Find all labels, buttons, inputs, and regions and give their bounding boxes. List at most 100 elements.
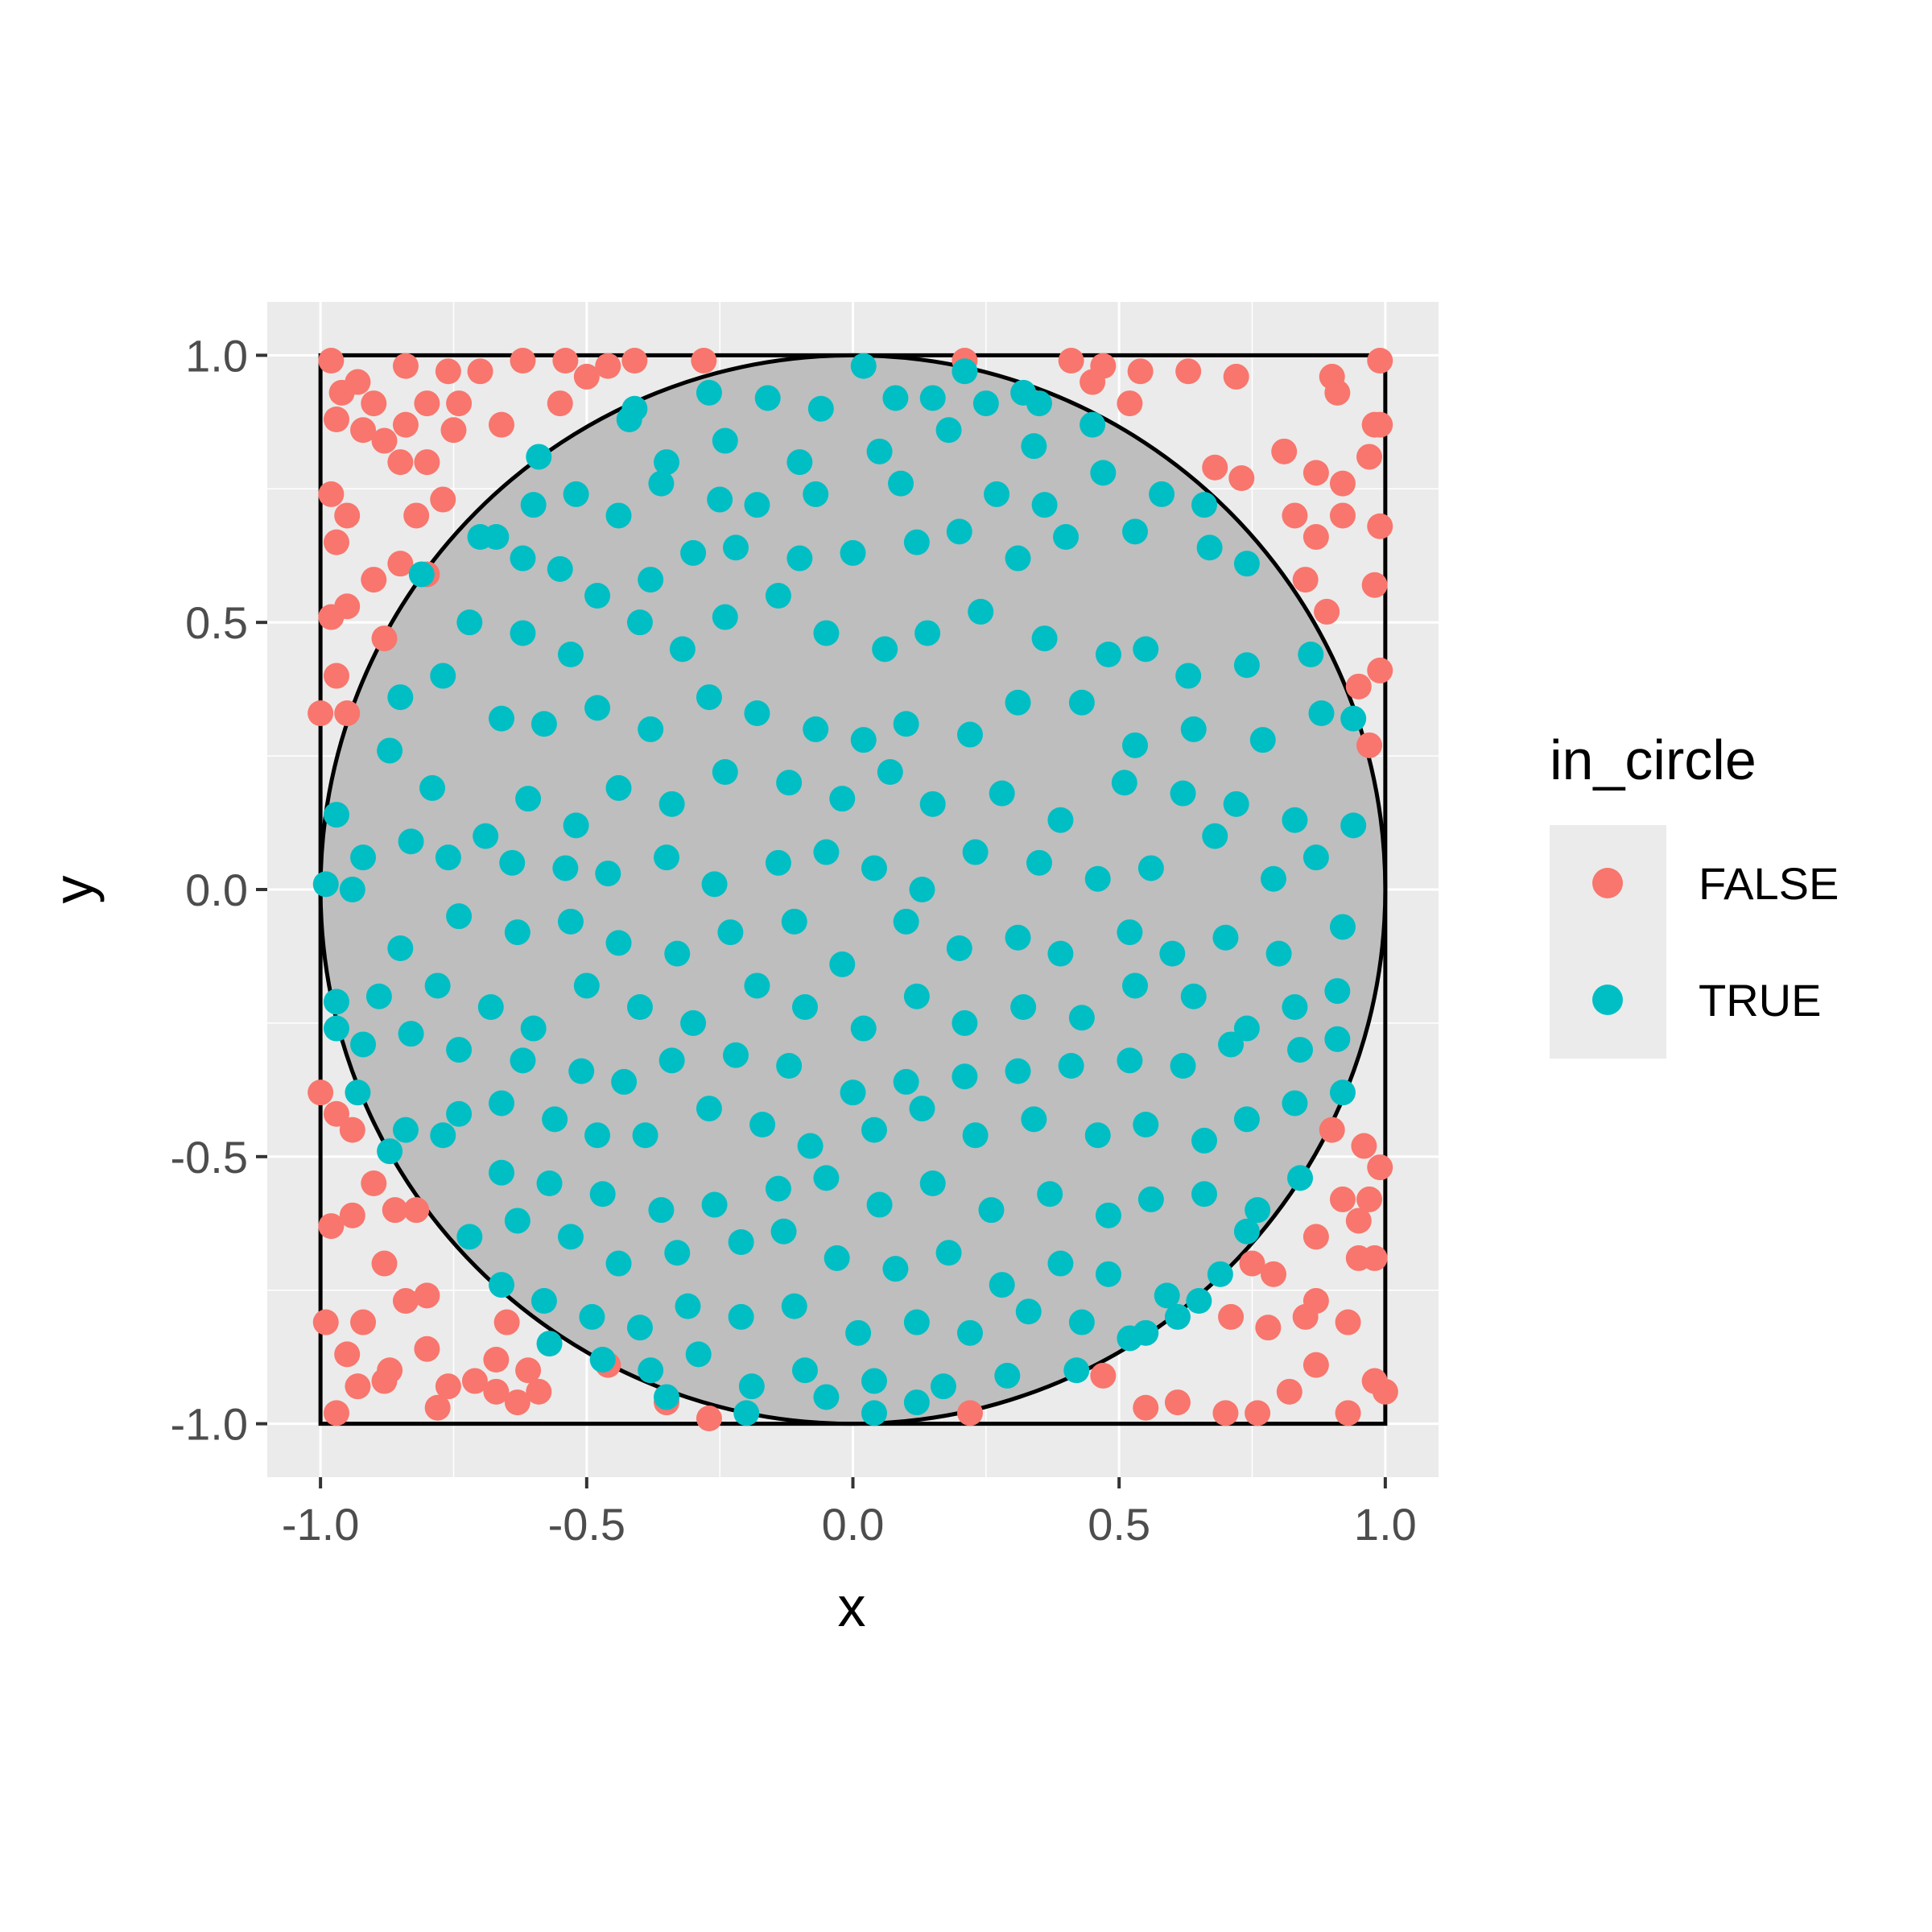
point-true: [1047, 1250, 1074, 1277]
point-true: [984, 481, 1010, 507]
point-true: [1329, 914, 1356, 940]
point-true: [903, 1389, 930, 1416]
point-true: [712, 604, 738, 630]
point-true: [1149, 481, 1175, 507]
point-false: [350, 1309, 377, 1335]
point-false: [387, 449, 414, 476]
point-true: [1154, 1282, 1180, 1309]
point-true: [930, 1373, 956, 1400]
point-false: [1292, 567, 1319, 593]
point-true: [919, 1170, 946, 1196]
point-true: [589, 1347, 616, 1373]
y-tick-label: 0.5: [185, 597, 248, 648]
point-true: [552, 855, 579, 881]
point-true: [946, 935, 972, 961]
point-false: [318, 1213, 345, 1240]
point-true: [712, 759, 738, 785]
point-true: [1170, 780, 1196, 807]
point-true: [398, 1021, 424, 1047]
point-true: [840, 539, 866, 566]
point-true: [1133, 1319, 1159, 1346]
point-true: [1137, 855, 1164, 881]
point-true: [1340, 812, 1367, 839]
point-true: [579, 1303, 605, 1330]
point-true: [786, 449, 813, 476]
point-true: [1186, 1288, 1212, 1314]
point-false: [1080, 369, 1106, 395]
point-true: [680, 1009, 707, 1036]
point-true: [446, 903, 473, 930]
point-true: [1191, 1127, 1217, 1154]
point-false: [1127, 358, 1154, 385]
point-true: [1037, 1181, 1063, 1208]
point-true: [1010, 994, 1037, 1020]
point-true: [312, 871, 339, 898]
point-true: [1245, 1197, 1271, 1224]
point-true: [765, 1175, 791, 1202]
point-false: [403, 1197, 430, 1224]
point-false: [493, 1309, 520, 1335]
y-tick-label: 1.0: [185, 330, 248, 381]
point-false: [1329, 502, 1356, 529]
point-true: [1308, 700, 1335, 726]
point-true: [1021, 1106, 1047, 1133]
point-true: [504, 919, 530, 946]
point-true: [568, 1058, 595, 1084]
point-false: [403, 502, 430, 529]
point-false: [414, 1335, 440, 1362]
x-axis-title: x: [838, 1575, 866, 1638]
point-true: [1095, 642, 1121, 667]
point-true: [909, 877, 935, 902]
point-true: [526, 444, 552, 470]
point-true: [1117, 1047, 1143, 1074]
point-false: [1058, 348, 1084, 374]
point-true: [387, 684, 414, 711]
point-true: [1202, 823, 1228, 849]
point-true: [510, 1047, 536, 1074]
point-true: [803, 716, 829, 742]
point-false: [1356, 1186, 1383, 1212]
point-false: [547, 390, 573, 417]
point-true: [765, 583, 791, 609]
point-true: [638, 1357, 664, 1384]
point-true: [781, 1293, 807, 1319]
y-axis: -1.0 -0.5 0.0 0.5 1.0: [171, 330, 267, 1450]
point-false: [323, 663, 349, 689]
point-true: [861, 1117, 887, 1143]
point-true: [489, 1272, 514, 1298]
point-true: [1068, 1309, 1095, 1335]
x-tick-label: -1.0: [282, 1499, 360, 1550]
point-false: [1239, 1250, 1265, 1277]
point-true: [1031, 492, 1058, 518]
y-tick-label: 0.0: [185, 865, 248, 915]
point-true: [1324, 978, 1351, 1005]
point-true: [1282, 807, 1308, 833]
point-true: [1026, 390, 1052, 417]
point-false: [414, 1282, 440, 1309]
point-true: [1218, 1031, 1245, 1058]
point-false: [1351, 1133, 1377, 1159]
point-true: [935, 1240, 962, 1266]
point-false: [1223, 363, 1249, 390]
point-true: [350, 1031, 377, 1058]
point-true: [377, 1138, 403, 1165]
point-false: [510, 348, 536, 374]
point-true: [515, 786, 542, 812]
point-false: [1302, 460, 1329, 486]
point-true: [1095, 1202, 1121, 1228]
point-true: [919, 385, 946, 411]
point-true: [850, 353, 877, 379]
point-true: [626, 609, 653, 636]
point-true: [654, 844, 680, 871]
point-false: [323, 1100, 349, 1127]
point-true: [701, 871, 728, 898]
point-false: [1228, 465, 1255, 491]
point-true: [1026, 849, 1052, 876]
point-false: [392, 411, 419, 438]
point-false: [1271, 438, 1298, 464]
y-tick-label: -1.0: [171, 1399, 249, 1450]
point-true: [664, 1240, 691, 1266]
point-true: [744, 700, 770, 726]
point-true: [1233, 1015, 1260, 1042]
point-true: [1133, 1112, 1159, 1137]
